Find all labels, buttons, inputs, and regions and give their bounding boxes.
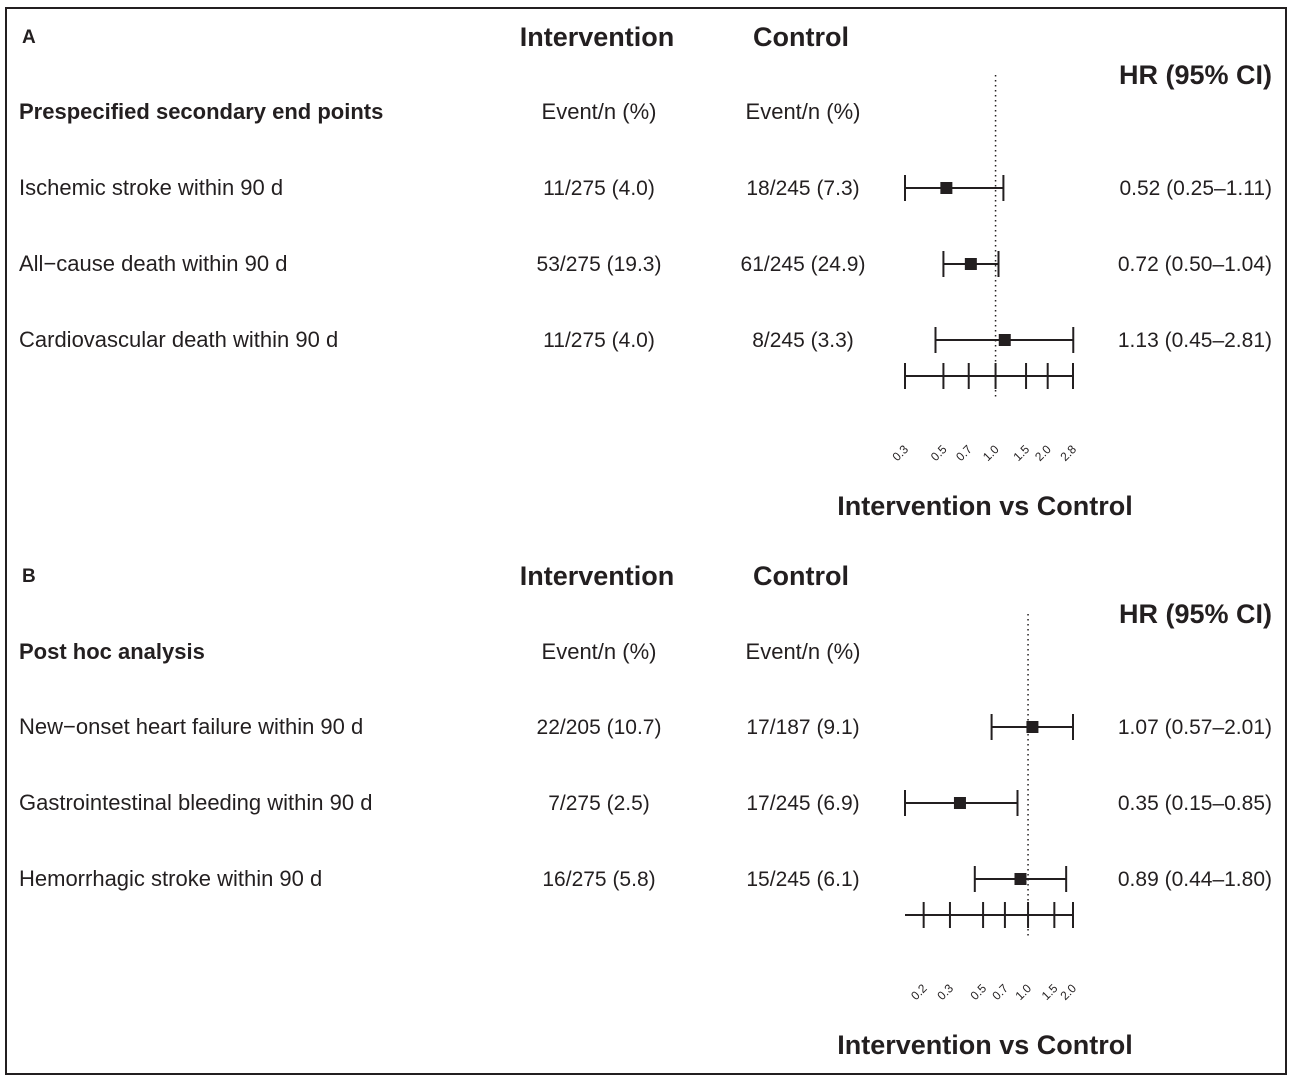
control-subheader: Event/n (%) [745,639,861,664]
x-tick-label: 0.7 [989,981,1011,1003]
point-estimate [1026,721,1039,733]
row-label: Hemorrhagic stroke within 90 d [19,866,323,891]
control-header: Control [753,22,849,52]
intervention-events: 11/275 (4.0) [543,329,655,352]
hr-header: HR (95% CI) [1118,60,1272,90]
x-tick-label: 0.5 [928,442,950,464]
intervention-subheader: Event/n (%) [541,99,657,124]
x-tick-label: 0.3 [889,442,911,464]
point-estimate [964,258,977,270]
point-estimate [953,797,966,809]
row-label: All−cause death within 90 d [19,251,288,276]
hr-value: 0.35 (0.15–0.85) [1117,792,1272,815]
x-tick-label: 0.3 [934,981,956,1003]
row-label: Gastrointestinal bleeding within 90 d [19,790,373,815]
figure-frame [5,7,1287,1075]
x-tick-label: 1.0 [980,442,1002,464]
x-tick-label: 0.5 [968,981,990,1003]
forest-plot-b: 0.2 0.3 0.5 0.7 1.0 1.52.0 [904,614,1079,1003]
hr-value: 1.07 (0.57–2.01) [1117,716,1272,739]
control-events: 17/187 (9.1) [746,716,860,739]
intervention-events: 11/275 (4.0) [543,177,655,200]
intervention-header: Intervention [519,561,675,591]
row-label: Cardiovascular death within 90 d [19,327,339,352]
intervention-events: 7/275 (2.5) [548,792,650,815]
control-events: 15/245 (6.1) [746,868,860,891]
control-events: 18/245 (7.3) [746,177,860,200]
x-tick-label: 1.5 [1010,442,1032,464]
x-tick-label: 2.0 [1057,981,1079,1003]
hr-value: 0.89 (0.44–1.80) [1117,868,1272,891]
forest-plot-a: 0.3 0.5 0.7 1.0 1.5 2.0 2.8 [889,75,1079,464]
x-tick-label: 2.8 [1057,442,1079,464]
hr-header: HR (95% CI) [1118,599,1272,629]
x-axis-label: Intervention vs Control [837,491,1133,521]
intervention-header: Intervention [519,22,675,52]
panel-letter: B [22,566,36,587]
intervention-events: 53/275 (19.3) [536,253,662,276]
forest-panel-a: A Intervention Control HR (95% CI) Presp… [0,0,1298,540]
control-header: Control [753,561,849,591]
forest-panel-b: B Intervention Control HR (95% CI) Post … [0,539,1298,1079]
control-events: 17/245 (6.9) [746,792,860,815]
section-label: Prespecified secondary end points [19,99,384,124]
x-tick-label: 0.2 [908,981,930,1003]
point-estimate [940,182,953,194]
hr-value: 0.52 (0.25–1.11) [1119,177,1272,200]
hr-value: 0.72 (0.50–1.04) [1117,253,1272,276]
point-estimate [1014,873,1027,885]
intervention-events: 22/205 (10.7) [536,716,662,739]
row-label: New−onset heart failure within 90 d [19,714,364,739]
row-label: Ischemic stroke within 90 d [19,175,284,200]
control-subheader: Event/n (%) [745,99,861,124]
x-tick-label: 0.7 [953,442,975,464]
panel-letter: A [22,27,36,48]
hr-value: 1.13 (0.45–2.81) [1117,329,1272,352]
control-events: 61/245 (24.9) [740,253,866,276]
point-estimate [998,334,1011,346]
section-label: Post hoc analysis [19,639,205,664]
x-tick-label: 2.0 [1032,442,1054,464]
x-tick-label: 1.0 [1012,981,1034,1003]
intervention-events: 16/275 (5.8) [542,868,656,891]
intervention-subheader: Event/n (%) [541,639,657,664]
control-events: 8/245 (3.3) [752,329,854,352]
x-axis-label: Intervention vs Control [837,1030,1133,1060]
